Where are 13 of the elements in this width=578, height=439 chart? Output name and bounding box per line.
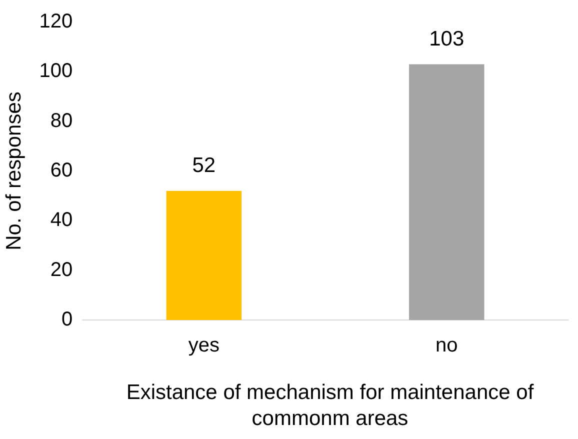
- y-tick-label: 0: [61, 308, 73, 331]
- y-tick-label: 100: [39, 60, 73, 82]
- y-tick-label: 60: [50, 160, 73, 182]
- x-tick-label: yes: [188, 334, 220, 357]
- y-tick-label: 20: [50, 258, 73, 281]
- x-tick-label: no: [436, 334, 458, 357]
- y-axis-title: No. of responses: [2, 92, 26, 250]
- x-axis-title: Existance of mechanism for maintenance of commonm areas: [125, 380, 535, 432]
- y-tick-label: 40: [50, 209, 73, 232]
- y-tick-label: 80: [50, 110, 73, 132]
- data-label: 103: [429, 28, 464, 51]
- y-tick-label: 120: [39, 10, 73, 33]
- data-label: 52: [192, 154, 216, 178]
